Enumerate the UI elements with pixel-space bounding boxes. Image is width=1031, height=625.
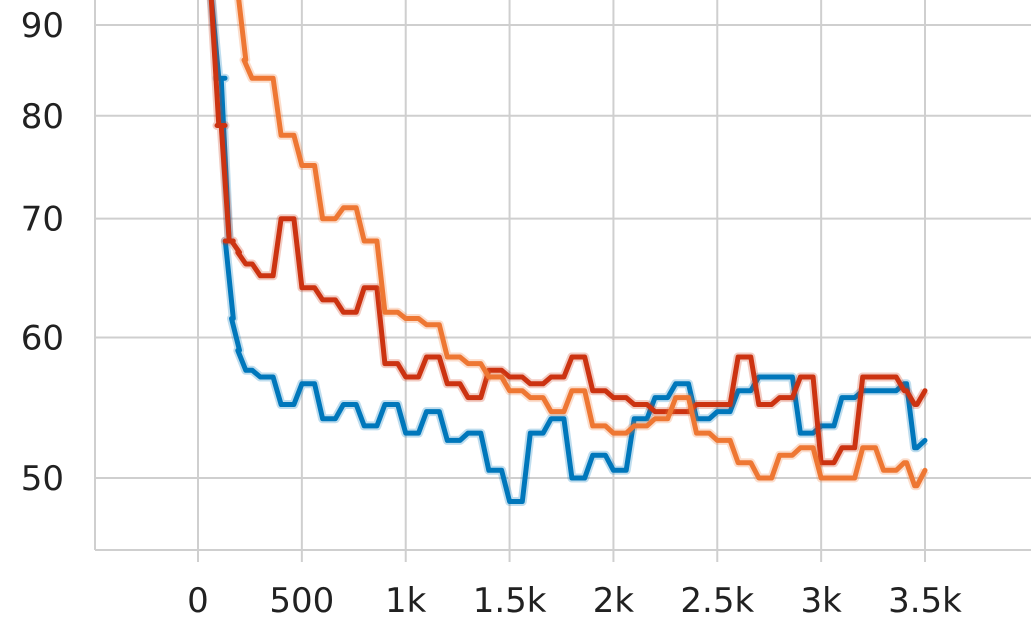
series-line <box>208 0 928 466</box>
x-tick-label: 2.5k <box>680 581 754 621</box>
y-tick-label: 70 <box>21 200 64 240</box>
series-line <box>236 0 928 489</box>
x-tick-label: 500 <box>269 581 334 621</box>
grid <box>94 0 1031 562</box>
tick-labels: 0 500 1k 1.5k 2k 2.5k 3k 3.5k 50 60 70 80 90 <box>21 6 962 621</box>
x-tick-label: 3.5k <box>888 581 962 621</box>
y-tick-label: 90 <box>21 6 64 46</box>
y-tick-label: 60 <box>21 318 64 358</box>
x-tick-label: 0 <box>187 581 209 621</box>
x-tick-label: 3k <box>800 581 842 621</box>
x-tick-label: 2k <box>593 581 635 621</box>
y-tick-label: 80 <box>21 97 64 137</box>
x-tick-label: 1k <box>385 581 427 621</box>
series-line <box>209 0 928 504</box>
series-lines <box>206 0 929 506</box>
y-tick-label: 50 <box>21 459 64 499</box>
x-tick-label: 1.5k <box>473 581 547 621</box>
